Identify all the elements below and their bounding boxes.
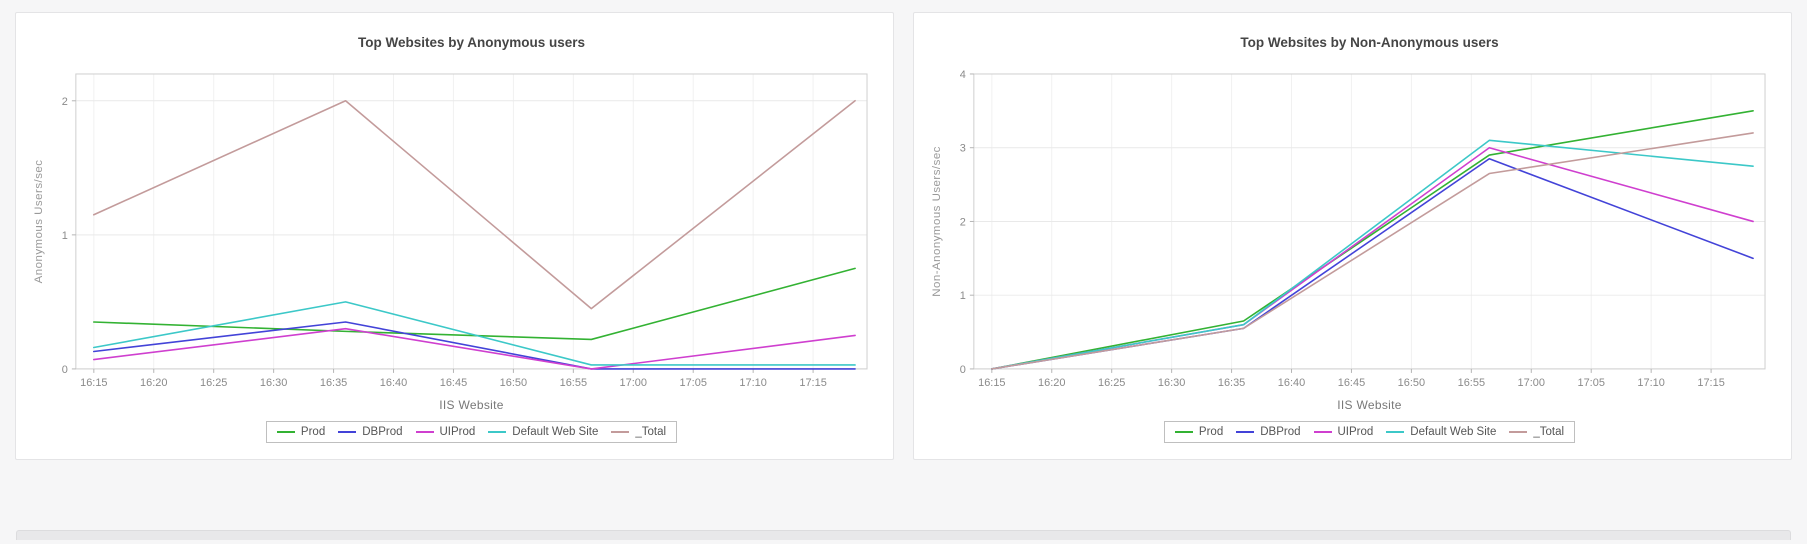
legend-label: _Total: [635, 425, 667, 438]
series-line-_total: [92, 99, 856, 310]
next-row-panel-peek: [16, 530, 1791, 540]
legend-line-swatch: [1386, 430, 1405, 433]
legend-line-swatch: [1509, 430, 1528, 433]
y-tick-label: 1: [960, 290, 966, 302]
chart-legend: Prod DBProd UIProd Default Web Site _Total: [1163, 420, 1576, 443]
y-axis-label: Anonymous Users/sec: [33, 160, 45, 284]
x-tick-label: 17:15: [1697, 377, 1724, 389]
legend-wrap: Prod DBProd UIProd Default Web Site _Total: [28, 420, 881, 443]
legend-line-swatch: [415, 430, 434, 433]
chart-row: Top Websites by Anonymous users 16:15 16:…: [15, 12, 1792, 460]
y-tick-label: 2: [62, 96, 68, 108]
x-tick-label: 16:35: [1218, 377, 1245, 389]
panel-anonymous-users: Top Websites by Anonymous users 16:15 16:…: [15, 12, 894, 460]
x-tick-label: 16:40: [1278, 377, 1305, 389]
series-line-uiprod: [92, 327, 856, 370]
x-tick-label: 16:30: [1158, 377, 1185, 389]
legend-item-prod: Prod: [276, 425, 326, 438]
legend-label: Default Web Site: [512, 425, 599, 438]
y-tick-label: 3: [960, 143, 966, 155]
panel-non-anonymous-users: Top Websites by Non-Anonymous users 16:1…: [913, 12, 1792, 460]
series-line-prod: [990, 110, 1754, 370]
anonymous-users-chart: 16:15 16:20 16:25 16:30 16:35 16:40 16:45 16:50…: [28, 66, 881, 397]
x-tick-label: 16:55: [1458, 377, 1485, 389]
x-tick-label: 16:35: [320, 377, 347, 389]
legend-item-default-web-site: Default Web Site: [488, 426, 598, 438]
series-line-uiprod: [990, 146, 1754, 370]
legend-item-prod: Prod: [1174, 425, 1224, 438]
x-tick-label: 16:25: [1098, 377, 1125, 389]
y-axis-label: Non-Anonymous Users/sec: [931, 146, 943, 297]
legend-label: Prod: [300, 425, 326, 438]
x-tick-label: 17:10: [1637, 377, 1664, 389]
series-line-dbprod: [92, 321, 856, 370]
x-tick-label: 16:45: [1338, 377, 1365, 389]
series-line-default-web-site: [92, 301, 856, 366]
x-tick-label: 16:50: [500, 377, 527, 389]
legend-wrap: Prod DBProd UIProd Default Web Site _Total: [926, 420, 1779, 443]
series-line-_total: [990, 132, 1754, 370]
x-tick-label: 16:25: [200, 377, 227, 389]
legend-line-swatch: [488, 430, 507, 433]
x-tick-label: 16:15: [978, 377, 1005, 389]
legend-label: UIProd: [1337, 425, 1374, 438]
x-tick-label: 16:55: [560, 377, 587, 389]
x-axis-label: IIS Website: [439, 397, 504, 412]
anonymous-users-plot: 16:15 16:20 16:25 16:30 16:35 16:40 16:45 16:50…: [33, 73, 868, 389]
y-tick-label: 0: [62, 364, 68, 376]
legend-line-swatch: [1313, 430, 1332, 433]
legend-item-_total: _Total: [611, 426, 666, 438]
legend-item-default-web-site: Default Web Site: [1386, 426, 1496, 438]
x-tick-label: 17:05: [1578, 377, 1605, 389]
legend-item-dbprod: DBProd: [1236, 425, 1301, 438]
x-tick-label: 17:05: [680, 377, 707, 389]
legend-line-swatch: [1174, 430, 1193, 433]
legend-line-swatch: [338, 430, 357, 433]
legend-item-dbprod: DBProd: [338, 425, 403, 438]
x-tick-label: 16:30: [260, 377, 287, 389]
page-spacer: [15, 460, 1792, 530]
legend-item-uiprod: UIProd: [1313, 425, 1374, 438]
x-tick-label: 16:40: [380, 377, 407, 389]
non-anonymous-users-chart: 16:15 16:20 16:25 16:30 16:35 16:40 16:45 16:50…: [926, 66, 1779, 397]
chart-title-non-anonymous: Top Websites by Non-Anonymous users: [1240, 35, 1499, 50]
x-tick-label: 17:10: [739, 377, 766, 389]
x-tick-label: 16:20: [1038, 377, 1065, 389]
legend-label: DBProd: [1260, 425, 1301, 438]
chart-title-anonymous: Top Websites by Anonymous users: [357, 35, 586, 50]
legend-line-swatch: [1236, 430, 1255, 433]
y-tick-label: 0: [960, 364, 966, 376]
legend-label: _Total: [1533, 425, 1565, 438]
y-tick-label: 2: [960, 216, 966, 228]
non-anonymous-users-plot: 16:15 16:20 16:25 16:30 16:35 16:40 16:45 16:50…: [931, 69, 1766, 389]
legend-line-swatch: [611, 430, 630, 433]
x-tick-label: 16:20: [140, 377, 167, 389]
series-line-default-web-site: [990, 139, 1754, 370]
legend-label: Default Web Site: [1410, 425, 1497, 438]
legend-label: UIProd: [439, 425, 476, 438]
x-tick-label: 16:15: [80, 377, 107, 389]
x-tick-label: 17:00: [620, 377, 647, 389]
y-tick-label: 4: [960, 69, 966, 81]
legend-line-swatch: [276, 430, 295, 433]
x-tick-label: 17:00: [1518, 377, 1545, 389]
series-line-prod: [92, 267, 856, 341]
legend-label: Prod: [1198, 425, 1224, 438]
x-tick-label: 17:15: [799, 377, 826, 389]
legend-label: DBProd: [362, 425, 403, 438]
legend-item-uiprod: UIProd: [415, 425, 476, 438]
x-tick-label: 16:45: [440, 377, 467, 389]
chart-legend: Prod DBProd UIProd Default Web Site _Total: [265, 420, 678, 443]
x-axis-label: IIS Website: [1337, 397, 1402, 412]
y-tick-label: 1: [62, 230, 68, 242]
legend-item-_total: _Total: [1509, 426, 1564, 438]
x-tick-label: 16:50: [1398, 377, 1425, 389]
